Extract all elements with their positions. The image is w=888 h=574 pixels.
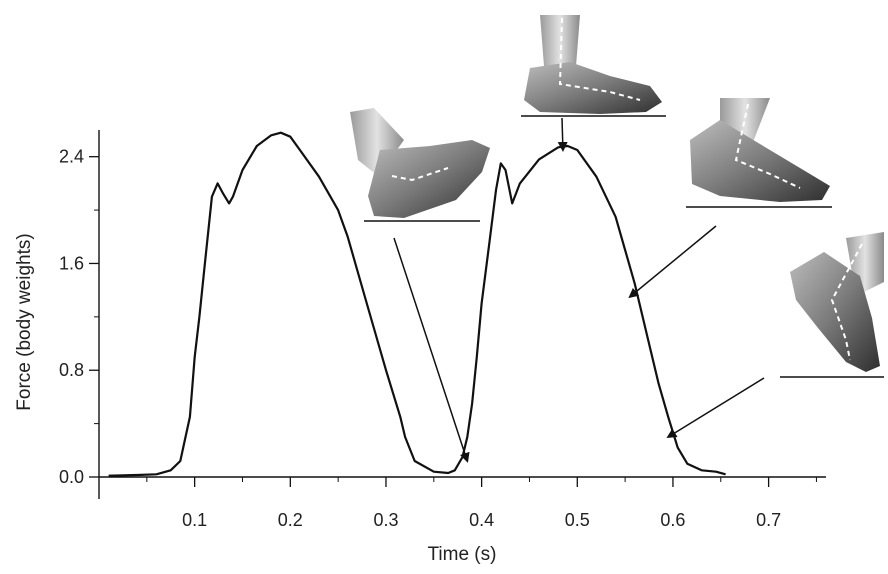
x-tick-label: 0.2 — [278, 510, 303, 530]
y-tick-label: 1.6 — [59, 253, 84, 273]
x-tick-label: 0.6 — [660, 510, 685, 530]
x-tick-label: 0.1 — [182, 510, 207, 530]
annotation-arrows — [393, 117, 765, 463]
force-series-line — [108, 131, 726, 477]
shoe-foot-flat — [521, 15, 666, 117]
annotation-arrow — [393, 237, 470, 463]
annotation-arrow — [666, 377, 765, 439]
x-axis-label: Time (s) — [428, 544, 497, 565]
y-axis-ticks: 0.0 0.8 1.6 2.4 — [59, 147, 99, 487]
shoe-heel-off — [686, 98, 832, 208]
y-tick-label: 2.4 — [59, 147, 84, 167]
y-tick-label: 0.0 — [59, 467, 84, 487]
y-axis-label: Force (body weights) — [14, 233, 35, 410]
x-tick-label: 0.3 — [373, 510, 398, 530]
shoe-heel-contact — [350, 108, 490, 222]
x-tick-label: 0.5 — [565, 510, 590, 530]
x-tick-label: 0.7 — [756, 510, 781, 530]
y-tick-label: 0.8 — [59, 360, 84, 380]
x-axis-ticks: 0.1 0.2 0.3 0.4 0.5 0.6 0.7 — [146, 477, 817, 530]
annotation-arrow — [628, 225, 717, 299]
annotation-arrow — [557, 117, 568, 153]
x-tick-label: 0.4 — [469, 510, 494, 530]
shoe-toe-off — [780, 232, 884, 378]
series-layer — [108, 131, 726, 477]
